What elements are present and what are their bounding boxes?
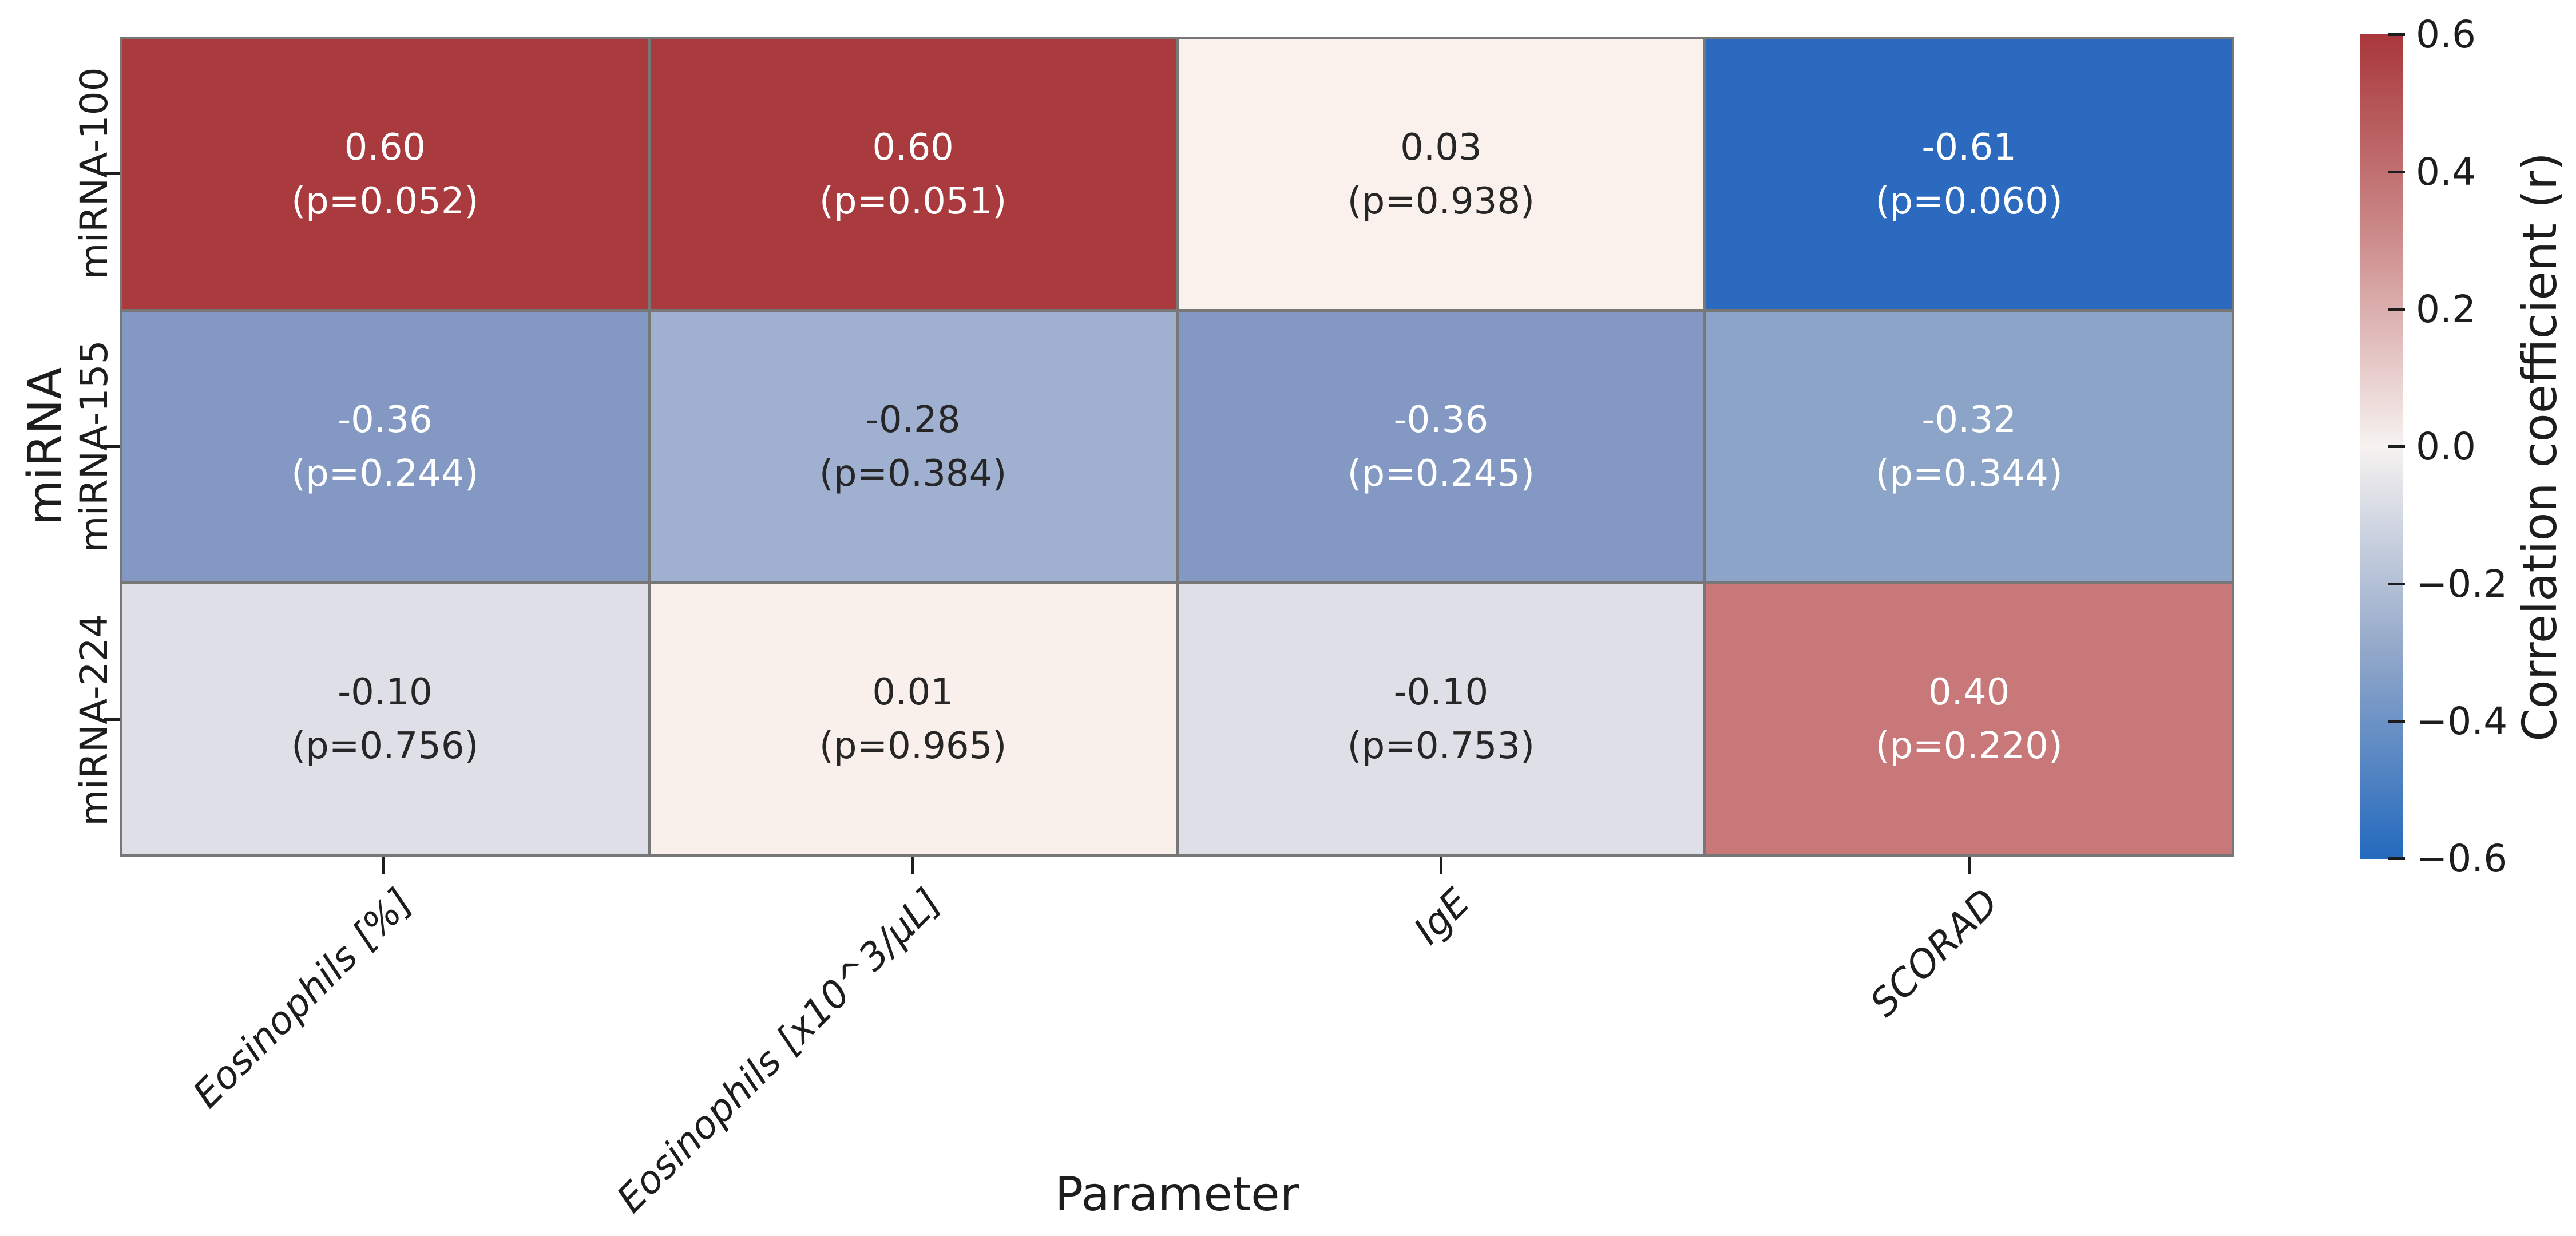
colorbar-tick-label: 0.4 xyxy=(2416,150,2476,194)
cell-r-value: 0.60 xyxy=(872,126,954,169)
cell-p-value: (p=0.384) xyxy=(819,452,1007,495)
colorbar-tick xyxy=(2388,33,2405,36)
colorbar-tick xyxy=(2388,308,2405,311)
cell-r-value: -0.36 xyxy=(1393,398,1489,441)
colorbar-tick-label: −0.4 xyxy=(2416,699,2508,743)
heatmap-cell: 0.60 (p=0.051) xyxy=(650,39,1176,309)
heatmap-cell: -0.10 (p=0.753) xyxy=(1178,584,1704,854)
x-tick-label-ige: IgE xyxy=(1405,880,1479,953)
colorbar-tick xyxy=(2388,171,2405,173)
heatmap-cell: -0.28 (p=0.384) xyxy=(650,312,1176,581)
colorbar-tick xyxy=(2388,720,2405,723)
cell-r-value: -0.10 xyxy=(1393,671,1489,714)
cell-p-value: (p=0.244) xyxy=(291,452,479,495)
cell-r-value: -0.10 xyxy=(338,671,433,714)
cell-r-value: -0.61 xyxy=(1921,126,2016,169)
y-axis-tick xyxy=(104,718,120,721)
colorbar-tick-label: −0.6 xyxy=(2416,837,2508,881)
colorbar-tick-label: 0.2 xyxy=(2416,287,2476,331)
cell-r-value: 0.40 xyxy=(1928,671,2010,714)
cell-p-value: (p=0.756) xyxy=(291,724,479,767)
cell-r-value: 0.60 xyxy=(344,126,426,169)
colorbar-tick xyxy=(2388,857,2405,860)
heatmap-grid: 0.60 (p=0.052) 0.60 (p=0.051) 0.03 (p=0.… xyxy=(120,37,2234,857)
cell-p-value: (p=0.753) xyxy=(1347,724,1535,767)
cell-p-value: (p=0.965) xyxy=(819,724,1007,767)
x-axis-tick xyxy=(382,857,385,874)
cell-p-value: (p=0.344) xyxy=(1875,452,2063,495)
cell-r-value: -0.28 xyxy=(865,398,961,441)
x-tick-label-eosinophils-count: Eosinophils [x10^3/µL] xyxy=(608,880,950,1221)
cell-r-value: -0.32 xyxy=(1921,398,2016,441)
colorbar-tick-label: 0.6 xyxy=(2416,13,2476,57)
cell-p-value: (p=0.245) xyxy=(1347,452,1535,495)
colorbar-tick xyxy=(2388,583,2405,585)
cell-r-value: -0.36 xyxy=(338,398,433,441)
heatmap-cell: -0.10 (p=0.756) xyxy=(122,584,648,854)
cell-r-value: 0.01 xyxy=(872,671,954,714)
x-tick-label-eosinophils-pct: Eosinophils [%] xyxy=(184,880,421,1116)
x-tick-label-scorad: SCORAD xyxy=(1861,880,2007,1025)
x-axis-tick xyxy=(1440,857,1442,874)
colorbar-axis-label: Correlation coefficient (r) xyxy=(2513,152,2567,742)
cell-p-value: (p=0.220) xyxy=(1875,724,2063,767)
colorbar-tick xyxy=(2388,445,2405,448)
heatmap-cell: 0.01 (p=0.965) xyxy=(650,584,1176,854)
heatmap-cell: 0.40 (p=0.220) xyxy=(1706,584,2232,854)
cell-p-value: (p=0.938) xyxy=(1347,180,1535,223)
heatmap-cell: -0.32 (p=0.344) xyxy=(1706,312,2232,581)
y-axis-tick xyxy=(104,445,120,448)
cell-p-value: (p=0.051) xyxy=(819,180,1007,223)
heatmap-cell: -0.36 (p=0.244) xyxy=(122,312,648,581)
colorbar-tick-label: 0.0 xyxy=(2416,425,2476,469)
cell-p-value: (p=0.060) xyxy=(1875,180,2063,223)
y-tick-label-mirna-224: miRNA-224 xyxy=(72,613,116,826)
x-axis-label: Parameter xyxy=(1055,1167,1299,1222)
cell-r-value: 0.03 xyxy=(1400,126,1482,169)
x-axis-tick xyxy=(911,857,914,874)
heatmap-cell: -0.36 (p=0.245) xyxy=(1178,312,1704,581)
y-axis-label: miRNA xyxy=(18,367,73,526)
cell-p-value: (p=0.052) xyxy=(291,180,479,223)
y-axis-tick xyxy=(104,172,120,175)
heatmap-cell: 0.03 (p=0.938) xyxy=(1178,39,1704,309)
x-axis-tick xyxy=(1968,857,1971,874)
heatmap-cell: 0.60 (p=0.052) xyxy=(122,39,648,309)
heatmap-cell: -0.61 (p=0.060) xyxy=(1706,39,2232,309)
colorbar-tick-label: −0.2 xyxy=(2416,562,2508,606)
